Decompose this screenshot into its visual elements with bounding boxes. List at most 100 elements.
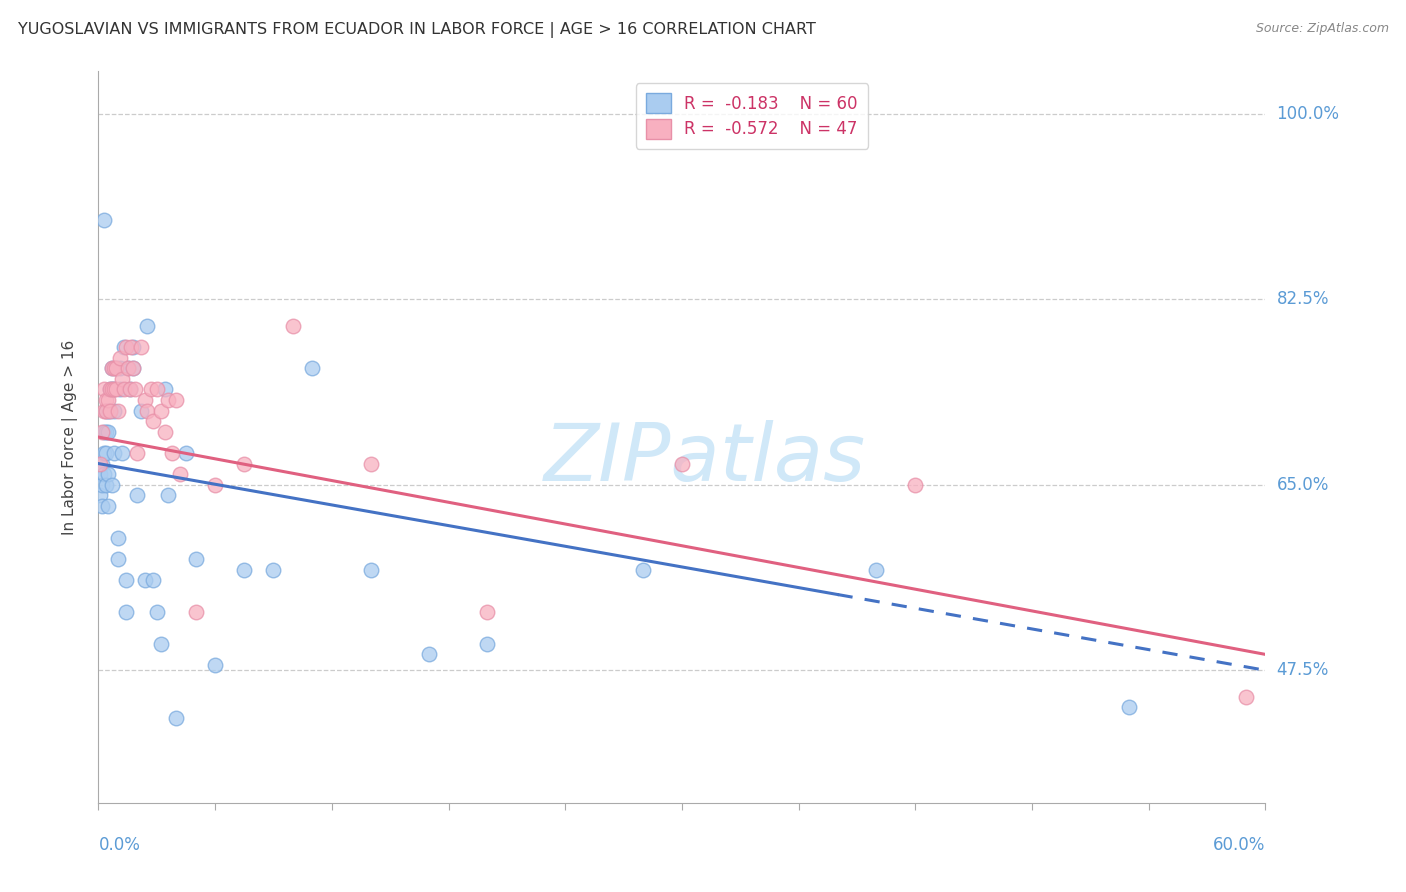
Point [360,457,382,471]
Point [96,392,118,407]
Point [477,637,499,651]
Text: YUGOSLAVIAN VS IMMIGRANTS FROM ECUADOR IN LABOR FORCE | AGE > 16 CORRELATION CHA: YUGOSLAVIAN VS IMMIGRANTS FROM ECUADOR I… [18,22,815,38]
Point [93,467,115,482]
Point [103,361,125,376]
Point [96,403,118,417]
Point [114,573,136,587]
Point [91,457,114,471]
Point [165,392,187,407]
Point [124,383,146,397]
Point [89,488,111,502]
Point [142,414,165,428]
Point [103,383,125,397]
Point [1234,690,1257,704]
Point [671,457,693,471]
Point [174,446,197,460]
Point [96,425,118,439]
Point [112,340,135,354]
Point [101,361,124,376]
Point [127,446,149,460]
Point [153,425,176,439]
Point [98,403,121,417]
Point [146,383,169,397]
Point [142,573,165,587]
Point [204,658,226,673]
Point [114,605,136,619]
Point [97,425,120,439]
Point [281,318,304,333]
Point [107,552,129,566]
Point [157,488,180,502]
Point [108,383,131,397]
Point [98,403,121,417]
Point [157,392,180,407]
Point [165,711,187,725]
Point [97,392,120,407]
Point [96,477,118,491]
Point [91,425,114,439]
Point [134,392,156,407]
Point [865,563,887,577]
Point [118,383,141,397]
Point [129,340,152,354]
Point [89,457,111,471]
Point [89,467,111,482]
Point [103,383,125,397]
Point [101,383,124,397]
Point [153,383,176,397]
Point [101,361,124,376]
Point [91,477,114,491]
Point [114,340,136,354]
Text: 82.5%: 82.5% [1277,290,1329,309]
Point [111,372,134,386]
Text: 60.0%: 60.0% [1213,836,1265,855]
Point [904,477,927,491]
Point [97,403,120,417]
Point [97,467,120,482]
Point [301,361,323,376]
Point [1118,700,1140,714]
Point [101,383,124,397]
Point [134,573,156,587]
Point [118,383,141,397]
Point [98,383,121,397]
Point [122,361,145,376]
Point [117,361,139,376]
Point [108,361,131,376]
Point [104,361,127,376]
Point [107,531,129,545]
Text: ZIPatlas: ZIPatlas [544,420,866,498]
Point [108,351,131,365]
Point [91,499,114,513]
Text: 65.0%: 65.0% [1277,475,1329,494]
Text: 47.5%: 47.5% [1277,661,1329,680]
Text: 100.0%: 100.0% [1277,104,1340,123]
Point [233,563,256,577]
Point [136,318,159,333]
Point [121,340,143,354]
Point [103,403,125,417]
Text: Source: ZipAtlas.com: Source: ZipAtlas.com [1256,22,1389,36]
Point [204,477,226,491]
Point [93,403,115,417]
Point [112,383,135,397]
Point [96,403,118,417]
Point [477,605,499,619]
Point [104,383,127,397]
Point [129,403,152,417]
Point [97,499,120,513]
Point [122,361,145,376]
Point [136,403,159,417]
Point [101,477,124,491]
Point [360,563,382,577]
Point [184,605,207,619]
Point [149,637,172,651]
Point [103,446,125,460]
Point [162,446,184,460]
Point [631,563,654,577]
Point [104,361,127,376]
Point [233,457,256,471]
Point [93,446,115,460]
Point [146,605,169,619]
Point [149,403,172,417]
